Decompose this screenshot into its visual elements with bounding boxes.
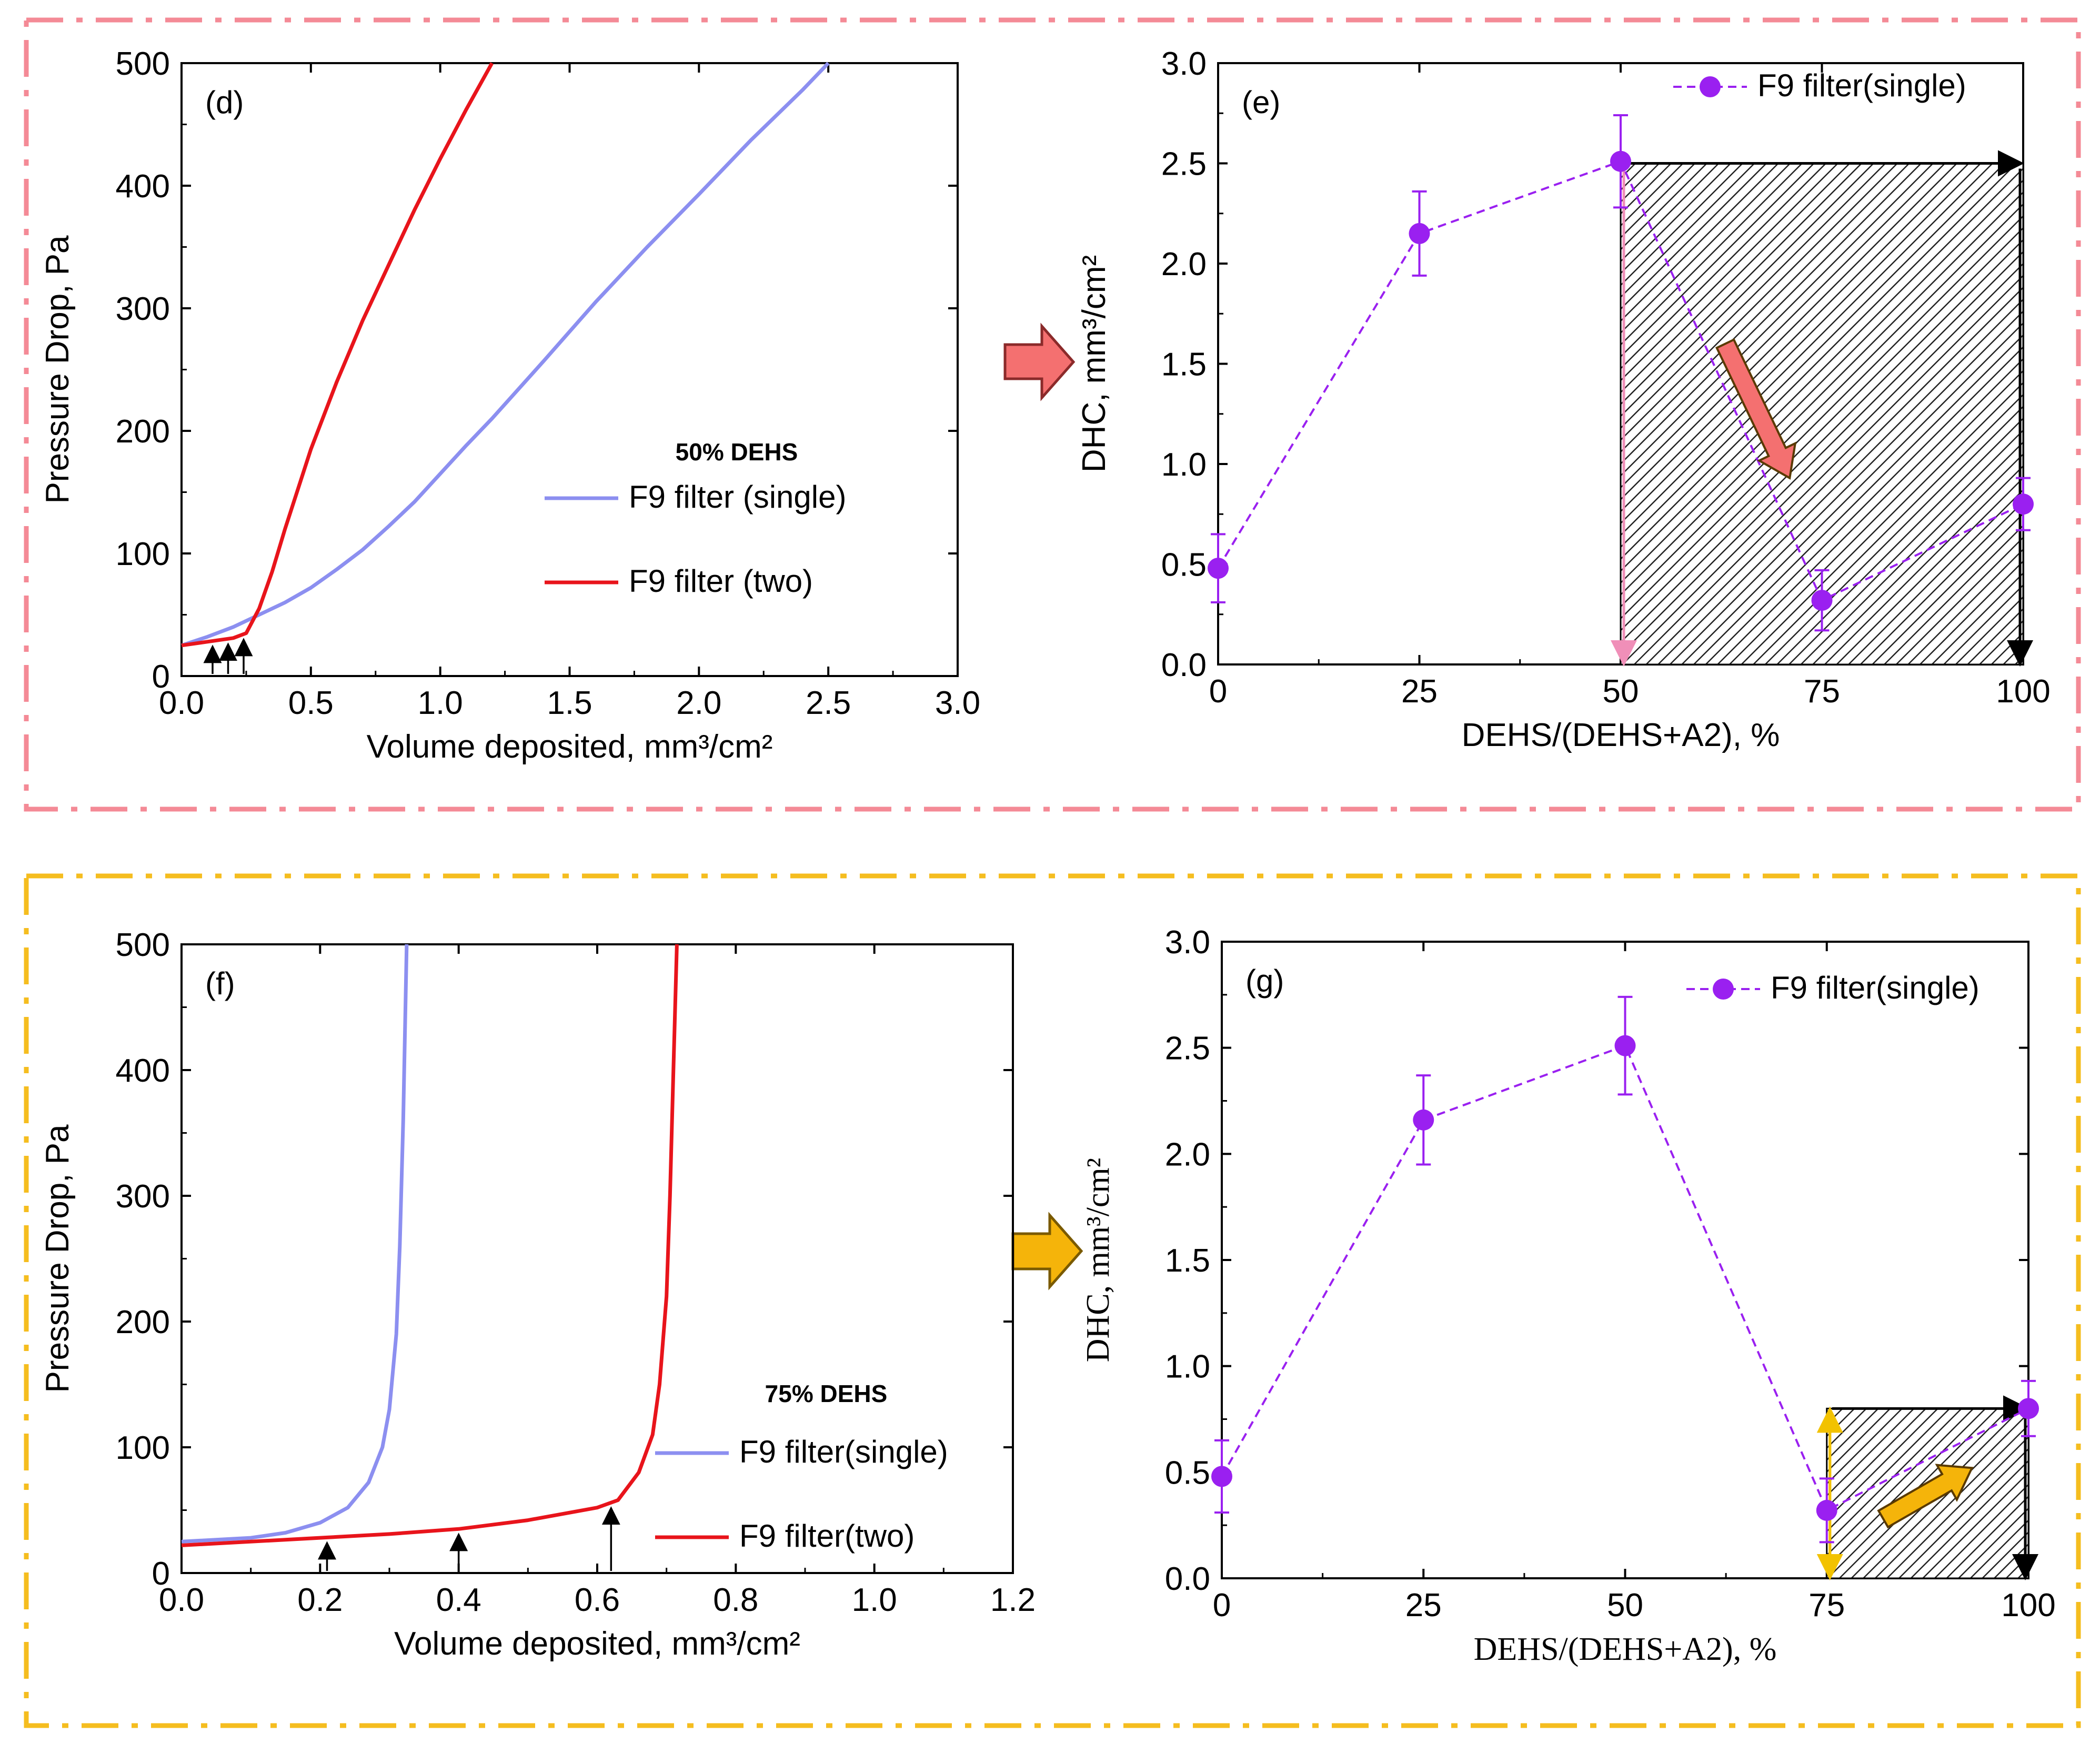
y-tick-label: 200 bbox=[116, 1304, 170, 1340]
y-tick-label: 0.0 bbox=[1161, 647, 1207, 683]
chart-panel-g: 0 25 50 75 100 0.0 0.5 1.0 1.5 2.0 2.5 3.0 DEHS/(DEH… bbox=[1080, 924, 2056, 1667]
y-tick-label: 500 bbox=[116, 927, 170, 963]
y-tick-label: 0.5 bbox=[1161, 547, 1207, 583]
series-line-single_line bbox=[180, 62, 830, 648]
x-tick-label: 25 bbox=[1401, 673, 1438, 710]
y-tick-label: 2.0 bbox=[1165, 1136, 1210, 1173]
legend-label: F9 filter (two) bbox=[629, 563, 813, 599]
data-point bbox=[1610, 150, 1631, 172]
x-tick-label: 2.0 bbox=[676, 685, 721, 721]
y-tick-label: 100 bbox=[116, 536, 170, 572]
y-axis-label: Pressure Drop, Pa bbox=[39, 235, 76, 504]
y-tick-label: 0.5 bbox=[1165, 1455, 1210, 1491]
panel-label: (d) bbox=[205, 85, 244, 120]
trend-arrow bbox=[1877, 1464, 1974, 1529]
y-tick-label: 2.0 bbox=[1161, 246, 1207, 283]
x-tick-label: 0.0 bbox=[159, 1582, 204, 1618]
x-tick-label: 50 bbox=[1607, 1587, 1643, 1624]
dehs-annotation: 50% DEHS bbox=[676, 438, 798, 466]
x-tick-label: 0.8 bbox=[713, 1582, 758, 1618]
x-tick-label: 75 bbox=[1808, 1587, 1845, 1624]
legend-label: F9 filter(single) bbox=[739, 1434, 948, 1469]
y-tick-label: 200 bbox=[116, 414, 170, 450]
legend-label: F9 filter (single) bbox=[629, 479, 846, 515]
x-axis-label: DEHS/(DEHS+A2), % bbox=[1474, 1631, 1777, 1667]
x-tick-label: 1.0 bbox=[418, 685, 463, 721]
x-tick-label: 1.0 bbox=[852, 1582, 897, 1618]
y-tick-label: 400 bbox=[116, 1053, 170, 1089]
legend-label: F9 filter(single) bbox=[1771, 970, 1980, 1005]
x-tick-label: 25 bbox=[1405, 1587, 1442, 1624]
chart-panel-f: 0.0 0.2 0.4 0.6 0.8 1.0 1.2 0 100 200 300 400 500 Vol… bbox=[39, 927, 1036, 1662]
data-point bbox=[2018, 1398, 2039, 1419]
x-tick-label: 3.0 bbox=[935, 685, 980, 721]
frame-top bbox=[24, 17, 2081, 812]
x-tick-label: 0 bbox=[1209, 673, 1227, 710]
y-tick-label: 3.0 bbox=[1165, 924, 1210, 961]
series-line-single_line bbox=[181, 944, 409, 1544]
y-tick-label: 0 bbox=[152, 659, 170, 695]
y-axis-label: Pressure Drop, Pa bbox=[39, 1124, 76, 1393]
y-tick-label: 1.5 bbox=[1165, 1243, 1210, 1279]
x-tick-label: 0.6 bbox=[575, 1582, 620, 1618]
legend-label: F9 filter(two) bbox=[739, 1518, 915, 1554]
y-tick-label: 2.5 bbox=[1165, 1031, 1210, 1067]
y-tick-label: 500 bbox=[116, 46, 170, 82]
data-point bbox=[1208, 558, 1229, 579]
data-point bbox=[1816, 1499, 1837, 1521]
dhc-series-line bbox=[1221, 1044, 2029, 1512]
x-tick-label: 1.2 bbox=[990, 1582, 1036, 1618]
y-tick-label: 300 bbox=[116, 1178, 170, 1215]
y-tick-label: 3.0 bbox=[1161, 46, 1207, 82]
y-tick-label: 2.5 bbox=[1161, 146, 1207, 183]
x-tick-label: 50 bbox=[1603, 673, 1639, 710]
series-line-two_line bbox=[181, 944, 679, 1547]
data-point bbox=[1211, 1466, 1232, 1487]
chart-panel-d: 0.0 0.5 1.0 1.5 2.0 2.5 3.0 0 100 200 300 400 500 Vol… bbox=[39, 46, 980, 765]
y-tick-label: 300 bbox=[116, 291, 170, 327]
pink-connector-arrow bbox=[1003, 322, 1076, 401]
dehs-annotation: 75% DEHS bbox=[765, 1380, 888, 1407]
x-tick-label: 0.0 bbox=[159, 685, 204, 721]
y-axis-label: DHC, mm³/cm² bbox=[1080, 1158, 1116, 1363]
frame-bottom bbox=[24, 873, 2081, 1728]
x-axis-label: DEHS/(DEHS+A2), % bbox=[1462, 717, 1780, 753]
x-tick-label: 0.5 bbox=[288, 685, 334, 721]
y-tick-label: 0 bbox=[152, 1556, 170, 1592]
legend-swatch-marker bbox=[1700, 76, 1721, 97]
panel-label: (f) bbox=[205, 966, 235, 1001]
panel-label: (e) bbox=[1242, 85, 1280, 120]
y-tick-label: 1.5 bbox=[1161, 347, 1207, 383]
data-point bbox=[1811, 590, 1833, 611]
orange-connector-arrow bbox=[1011, 1212, 1083, 1291]
panel-label: (g) bbox=[1245, 963, 1284, 999]
data-point bbox=[1614, 1035, 1636, 1056]
chart-panel-e: 0 25 50 75 100 0.0 0.5 1.0 1.5 2.0 2.5 3.0 DEHS/(DEH… bbox=[1076, 46, 2051, 753]
x-tick-label: 75 bbox=[1804, 673, 1840, 710]
x-tick-label: 0 bbox=[1213, 1587, 1231, 1624]
y-tick-label: 1.0 bbox=[1165, 1349, 1210, 1385]
x-tick-label: 1.5 bbox=[547, 685, 592, 721]
data-point bbox=[1413, 1109, 1434, 1131]
y-tick-label: 400 bbox=[116, 168, 170, 205]
x-tick-label: 0.4 bbox=[436, 1582, 481, 1618]
y-tick-label: 0.0 bbox=[1165, 1561, 1210, 1597]
data-point bbox=[1409, 223, 1430, 244]
x-tick-label: 2.5 bbox=[806, 685, 851, 721]
x-axis-label: Volume deposited, mm³/cm² bbox=[394, 1626, 800, 1662]
legend-swatch-marker bbox=[1713, 979, 1734, 1000]
y-tick-label: 1.0 bbox=[1161, 447, 1207, 483]
y-axis-label: DHC, mm³/cm² bbox=[1076, 255, 1112, 472]
data-point bbox=[2013, 493, 2034, 515]
x-axis-label: Volume deposited, mm³/cm² bbox=[367, 729, 773, 765]
series-line-two_line bbox=[181, 62, 494, 648]
y-tick-label: 100 bbox=[116, 1430, 170, 1466]
trend-arrow bbox=[1715, 338, 1797, 480]
plot-frame bbox=[180, 943, 1014, 1574]
legend-label: F9 filter(single) bbox=[1757, 68, 1966, 103]
x-tick-label: 100 bbox=[2001, 1587, 2055, 1624]
x-tick-label: 100 bbox=[1996, 673, 2050, 710]
x-tick-label: 0.2 bbox=[297, 1582, 343, 1618]
